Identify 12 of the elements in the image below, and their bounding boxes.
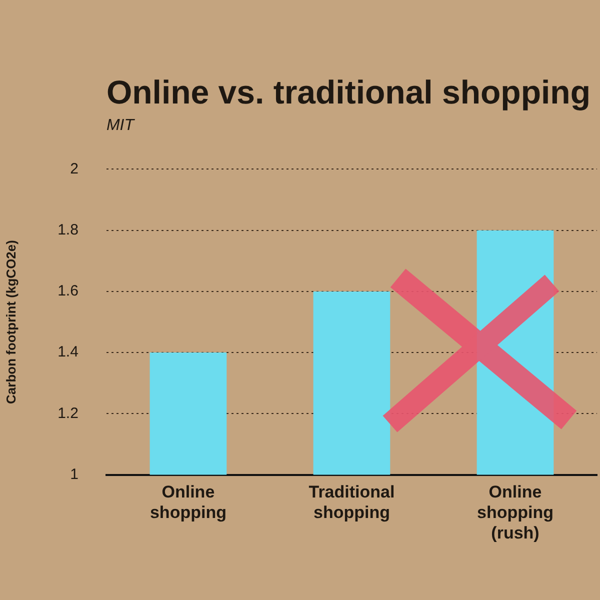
y-tick-label: 1.4 [58, 344, 78, 361]
chart-title: Online vs. traditional shopping [106, 74, 590, 111]
y-tick-label: 1 [70, 466, 78, 483]
y-tick-label: 2 [70, 160, 78, 178]
x-tick-label: Online shopping (rush) [477, 482, 554, 542]
y-tick-label: 1.6 [58, 282, 78, 300]
y-axis-title: Carbon footprint (kgCO2e) [3, 240, 18, 404]
x-tick-label: Online shopping [150, 482, 226, 522]
y-tick-label: 1.8 [58, 221, 78, 238]
chart-subtitle: MIT [106, 117, 136, 134]
x-tick-label: Traditional shopping [308, 482, 395, 522]
y-tick-label: 1.2 [58, 404, 78, 422]
